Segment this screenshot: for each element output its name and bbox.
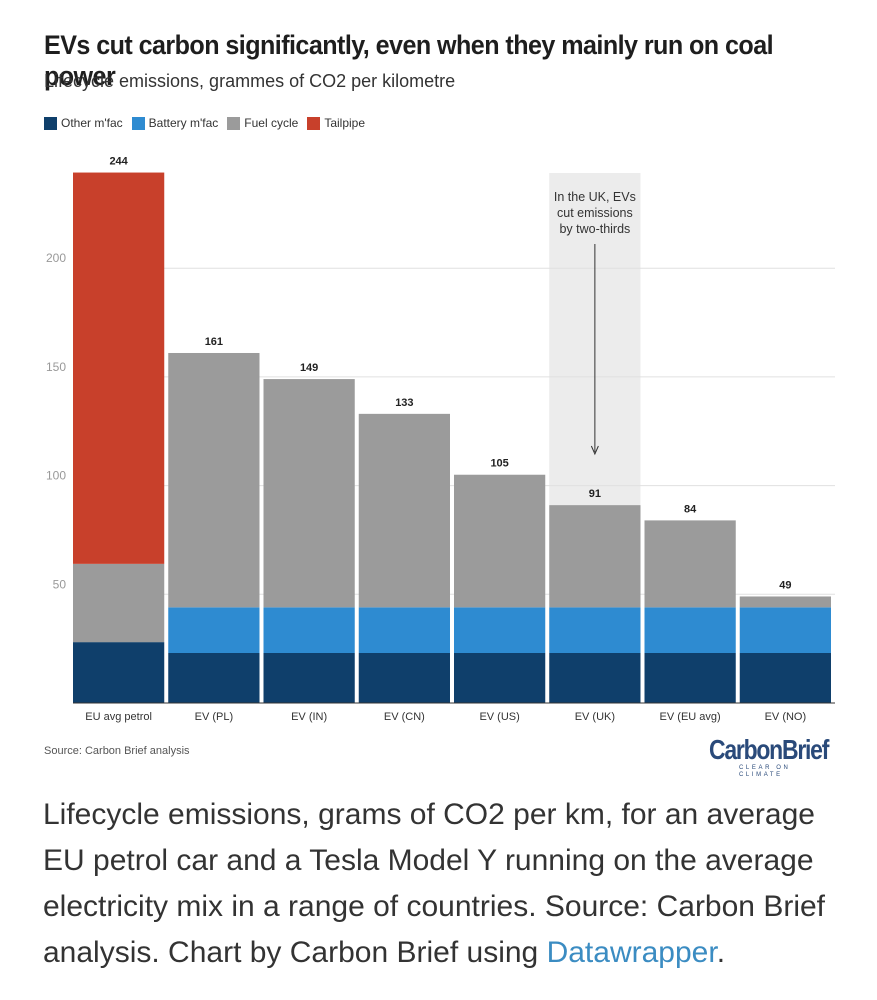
- logo-tagline: CLEAR ON CLIMATE: [739, 765, 791, 778]
- bar-segment-fuel-cycle: [263, 379, 355, 608]
- x-tick-label: EV (IN): [291, 711, 327, 723]
- logo-wordmark: CarbonBrief: [709, 734, 829, 765]
- chart-title: EVs cut carbon significantly, even when …: [44, 30, 774, 91]
- bar-value-label: 84: [684, 503, 697, 515]
- bar-segment-battery-m-fac: [168, 607, 260, 653]
- bar-segment-fuel-cycle: [549, 505, 641, 608]
- bar-segment-fuel-cycle: [644, 520, 736, 608]
- bar-segment-other-m-fac: [73, 642, 165, 703]
- caption-end: .: [716, 936, 726, 969]
- x-tick-label: EV (PL): [195, 711, 234, 723]
- stacked-bar-chart: 50 100 150 200 244 EU avg petrol 161 EV (PL) 149…: [46, 156, 835, 723]
- bar-segment-battery-m-fac: [739, 607, 831, 653]
- bar-segment-battery-m-fac: [644, 607, 736, 653]
- bar-value-label: 49: [779, 579, 791, 591]
- bar-segment-fuel-cycle: [739, 596, 831, 608]
- bar-segment-other-m-fac: [358, 652, 450, 703]
- bar-value-label: 244: [109, 156, 128, 168]
- y-tick-label: 150: [46, 360, 66, 374]
- bar-value-label: 161: [205, 336, 223, 348]
- bar-value-label: 149: [300, 362, 318, 374]
- figure-caption: Lifecycle emissions, grams of CO2 per km…: [43, 792, 843, 976]
- legend-swatch: [227, 116, 241, 130]
- x-tick-label: EU avg petrol: [85, 711, 152, 723]
- x-tick-label: EV (NO): [765, 711, 807, 723]
- bar-segment-fuel-cycle: [358, 413, 450, 608]
- legend-item-tailpipe: Tailpipe: [307, 116, 365, 130]
- bar-segment-other-m-fac: [644, 652, 736, 703]
- x-tick-label: EV (US): [479, 711, 519, 723]
- legend-label: Fuel cycle: [244, 116, 299, 130]
- chart-subtitle: Lifecycle emissions, grammes of CO2 per …: [44, 71, 456, 91]
- caption-text: Lifecycle emissions, grams of CO2 per km…: [43, 798, 826, 969]
- legend-label: Tailpipe: [324, 116, 366, 130]
- x-tick-label: EV (EU avg): [660, 711, 721, 723]
- bar-segment-fuel-cycle: [73, 563, 165, 643]
- y-tick-label: 100: [46, 469, 66, 483]
- annotation-text: cut emissions: [557, 206, 633, 220]
- carbon-brief-logo[interactable]: CarbonBrief CLEAR ON CLIMATE: [709, 735, 837, 779]
- bar-segment-other-m-fac: [168, 652, 260, 703]
- datawrapper-link[interactable]: Datawrapper: [546, 936, 717, 969]
- legend-item-fuel-cycle: Fuel cycle: [227, 116, 298, 130]
- x-tick-label: EV (UK): [575, 711, 615, 723]
- x-tick-label: EV (CN): [384, 711, 425, 723]
- annotation-arrowhead: [590, 445, 599, 456]
- annotation-text: by two-thirds: [559, 222, 630, 236]
- bar-segment-other-m-fac: [739, 652, 831, 703]
- bar-segment-other-m-fac: [549, 652, 641, 703]
- legend-swatch: [44, 116, 57, 130]
- bar-segment-fuel-cycle: [454, 474, 546, 608]
- legend-item-battery-mfac: Battery m'fac: [131, 116, 219, 130]
- bar-segment-other-m-fac: [454, 652, 546, 703]
- legend-item-other-mfac: Other m'fac: [44, 116, 123, 130]
- legend-swatch: [307, 116, 321, 130]
- y-tick-label: 50: [53, 577, 67, 591]
- legend-label: Other m'fac: [61, 116, 123, 130]
- annotation-text: In the UK, EVs: [554, 190, 636, 204]
- bar-value-label: 133: [395, 397, 413, 409]
- bar-value-label: 105: [490, 458, 508, 470]
- source-note: Source: Carbon Brief analysis: [44, 745, 190, 757]
- bar-value-label: 91: [589, 488, 601, 500]
- bar-segment-battery-m-fac: [454, 607, 546, 653]
- legend: Other m'fac Battery m'fac Fuel cycle Tai…: [44, 116, 365, 130]
- legend-label: Battery m'fac: [148, 116, 219, 130]
- y-tick-label: 200: [46, 251, 66, 265]
- bar-segment-battery-m-fac: [358, 607, 450, 653]
- bar-segment-battery-m-fac: [549, 607, 641, 653]
- bar-segment-battery-m-fac: [263, 607, 355, 653]
- bar-segment-fuel-cycle: [168, 352, 260, 608]
- bar-segment-other-m-fac: [263, 652, 355, 703]
- bar-segment-tailpipe: [73, 172, 165, 564]
- legend-swatch: [131, 116, 145, 130]
